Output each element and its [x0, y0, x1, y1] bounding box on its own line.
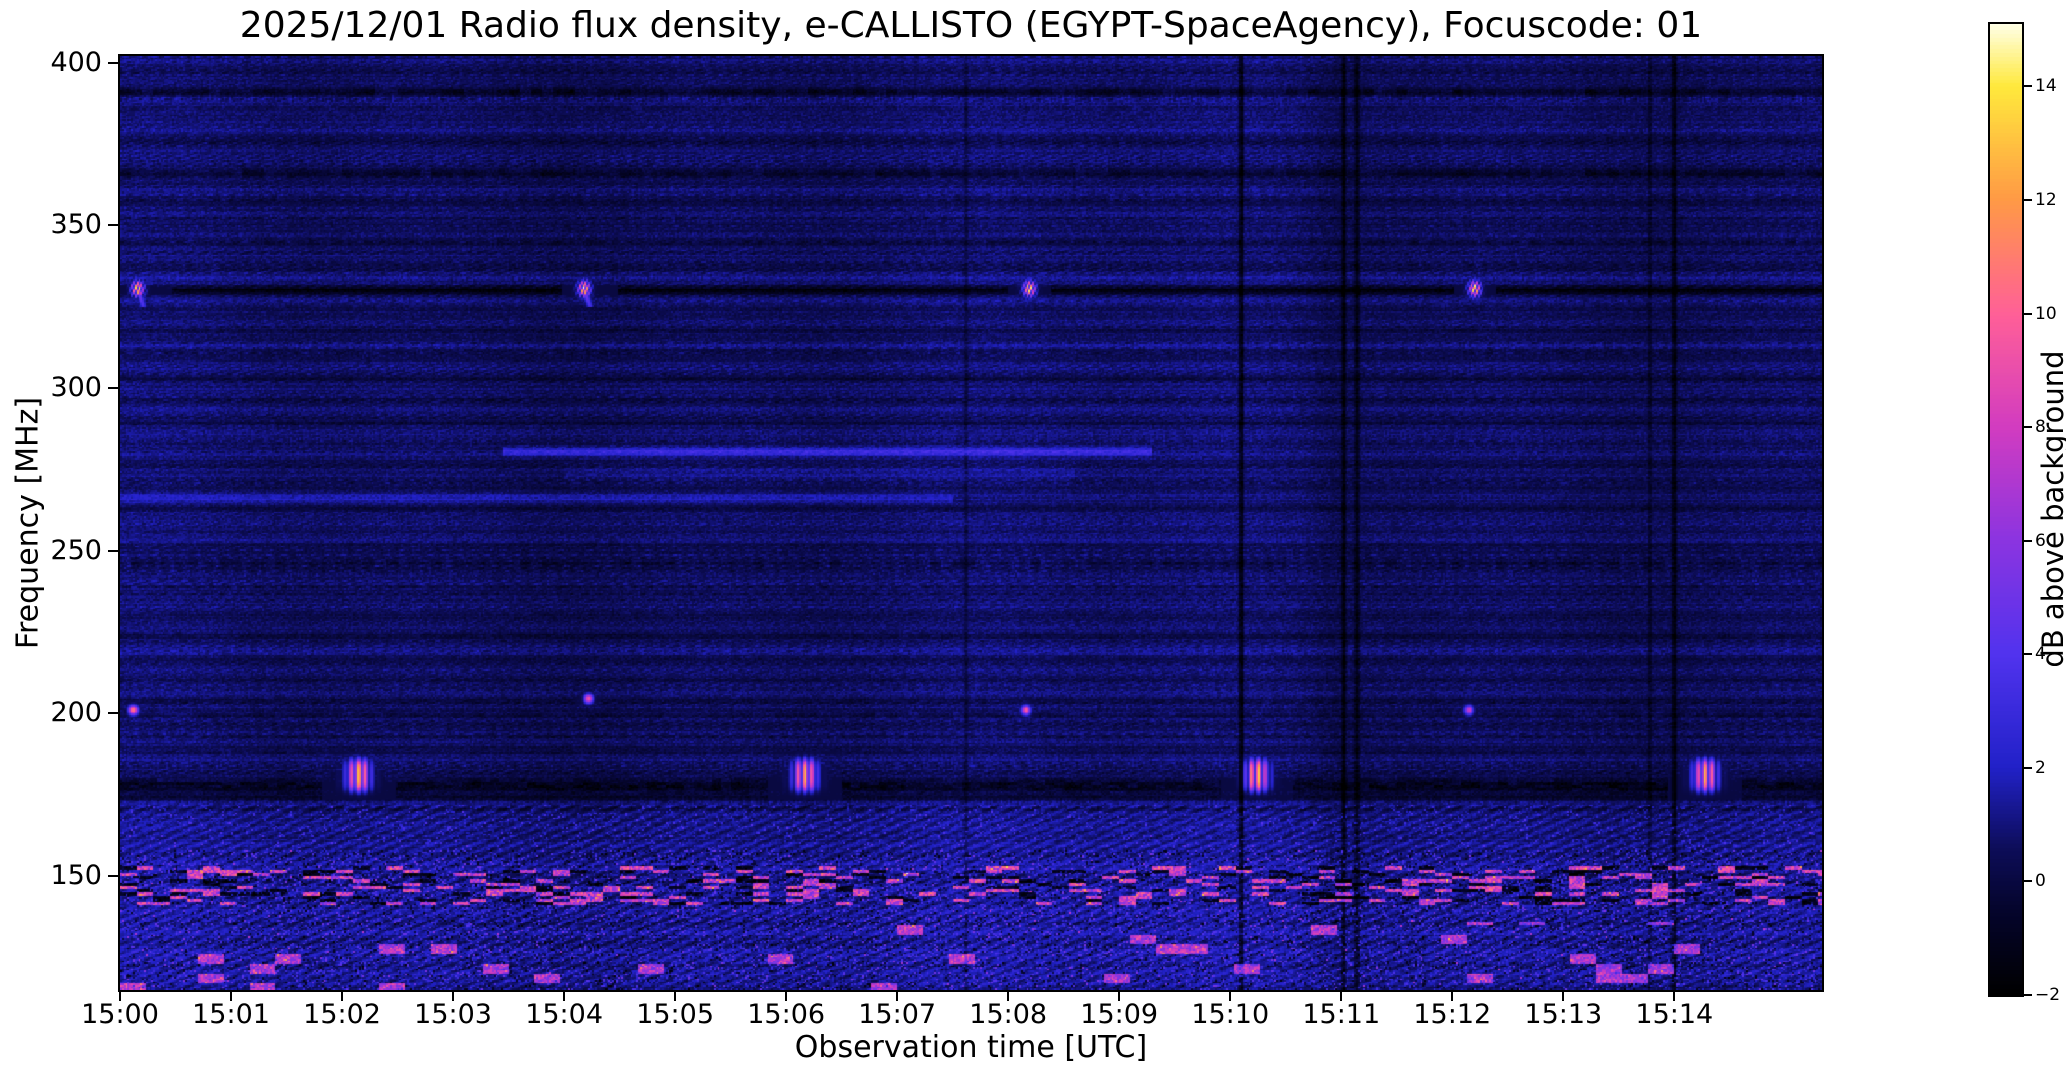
- colorbar-tick-mark: [2024, 426, 2032, 429]
- colorbar-tick-label: 10: [2035, 303, 2057, 324]
- x-tick-mark: [896, 992, 899, 1001]
- colorbar: [1988, 22, 2024, 997]
- y-tick-label: 400: [50, 46, 102, 78]
- colorbar-tick-mark: [2024, 994, 2032, 996]
- y-axis-label: Frequency [MHz]: [10, 396, 46, 650]
- x-tick-mark: [1229, 992, 1232, 1001]
- x-tick-label: 15:01: [192, 999, 270, 1030]
- x-tick-mark: [1118, 992, 1121, 1001]
- colorbar-tick-mark: [2024, 85, 2032, 88]
- x-tick-label: 15:02: [303, 999, 381, 1030]
- x-tick-mark: [230, 992, 233, 1001]
- x-tick-label: 15:11: [1302, 999, 1381, 1030]
- y-tick-mark: [108, 224, 118, 227]
- x-tick-mark: [452, 992, 455, 1001]
- x-tick-mark: [1673, 992, 1676, 1001]
- y-tick-label: 300: [50, 371, 102, 403]
- y-tick-mark: [108, 386, 118, 389]
- plot-area: [118, 54, 1824, 992]
- x-tick-mark: [1340, 992, 1343, 1001]
- x-tick-label: 15:00: [81, 999, 159, 1030]
- y-tick-mark: [108, 61, 118, 64]
- x-axis-label: Observation time [UTC]: [794, 1030, 1148, 1065]
- colorbar-tick-label: 0: [2035, 871, 2046, 892]
- colorbar-tick-mark: [2024, 539, 2032, 542]
- x-tick-mark: [563, 992, 566, 1001]
- colorbar-tick-mark: [2024, 766, 2032, 769]
- x-tick-mark: [1451, 992, 1454, 1001]
- y-tick-mark: [108, 549, 118, 552]
- x-tick-mark: [119, 992, 121, 1001]
- colorbar-tick-mark: [2024, 653, 2032, 656]
- x-tick-label: 15:06: [747, 999, 826, 1030]
- colorbar-tick-label: 8: [2035, 417, 2046, 438]
- colorbar-tick-label: −2: [2035, 985, 2061, 1005]
- x-tick-mark: [341, 992, 344, 1001]
- colorbar-tick-label: 6: [2035, 530, 2046, 551]
- x-tick-mark: [674, 992, 677, 1001]
- colorbar-tick-mark: [2024, 199, 2032, 202]
- x-tick-label: 15:03: [414, 999, 492, 1030]
- y-tick-mark: [108, 712, 118, 715]
- x-tick-label: 15:08: [969, 999, 1048, 1030]
- colorbar-tick-label: 12: [2035, 190, 2057, 211]
- x-tick-label: 15:13: [1524, 999, 1603, 1030]
- y-tick-label: 150: [50, 860, 102, 892]
- x-tick-mark: [1562, 992, 1565, 1001]
- colorbar-gradient: [1990, 24, 2022, 995]
- chart-title: 2025/12/01 Radio flux density, e-CALLIST…: [239, 5, 1703, 46]
- x-tick-mark: [785, 992, 788, 1001]
- y-tick-label: 250: [50, 534, 102, 566]
- x-tick-label: 15:07: [858, 999, 937, 1030]
- y-tick-label: 200: [50, 697, 102, 729]
- x-tick-mark: [1007, 992, 1010, 1001]
- x-tick-label: 15:09: [1080, 999, 1159, 1030]
- spectrogram-heatmap: [120, 56, 1822, 990]
- x-tick-label: 15:05: [636, 999, 715, 1030]
- x-tick-label: 15:14: [1635, 999, 1714, 1030]
- colorbar-tick-label: 2: [2035, 757, 2046, 778]
- y-tick-mark: [108, 875, 118, 878]
- x-tick-label: 15:04: [525, 999, 603, 1030]
- y-tick-label: 350: [50, 209, 102, 241]
- x-tick-label: 15:10: [1191, 999, 1270, 1030]
- colorbar-tick-label: 14: [2035, 76, 2057, 97]
- colorbar-tick-label: 4: [2035, 644, 2046, 665]
- colorbar-label: dB above background: [2036, 350, 2066, 668]
- colorbar-tick-mark: [2024, 880, 2032, 883]
- x-tick-label: 15:12: [1413, 999, 1492, 1030]
- colorbar-tick-mark: [2024, 312, 2032, 315]
